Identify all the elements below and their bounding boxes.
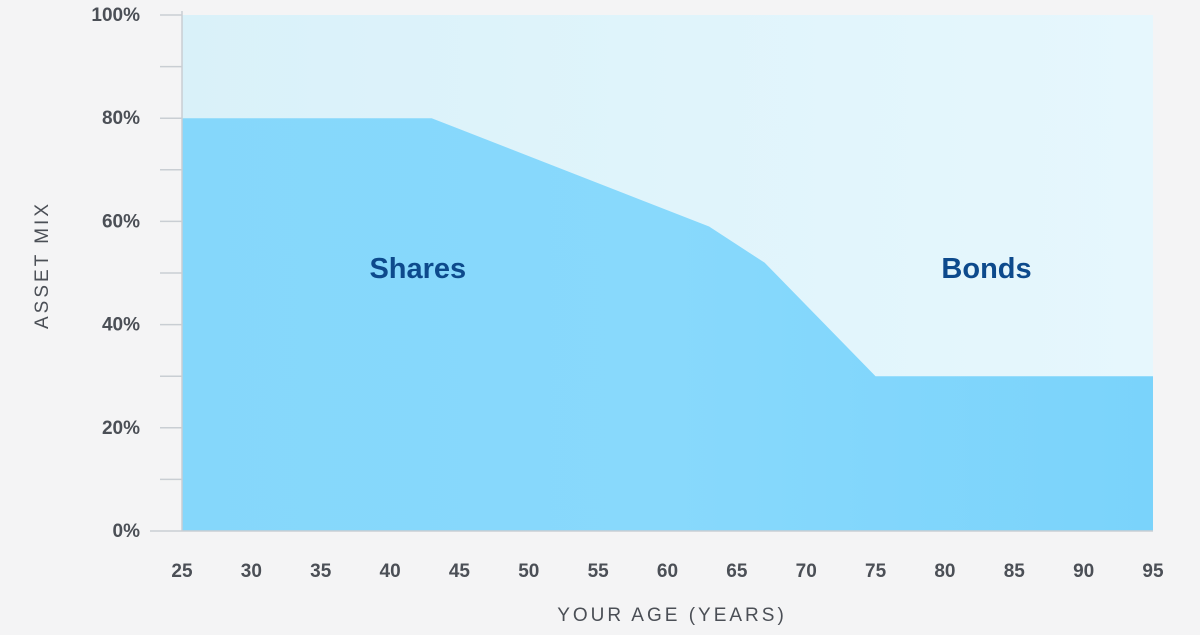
x-tick-label: 50 [518,561,539,582]
shares-area [182,118,1153,531]
area-layer [182,15,1153,531]
x-tick-label: 85 [1004,561,1026,582]
label-layer: YOUR AGE (YEARS) ASSET MIX [32,201,787,626]
x-tick-label: 75 [865,561,887,582]
x-tick-label: 70 [796,561,817,582]
x-tick-label: 25 [171,561,193,582]
y-tick-label: 80% [102,108,140,129]
x-axis-label: YOUR AGE (YEARS) [557,605,787,626]
x-tick-label: 55 [588,561,610,582]
y-axis-label: ASSET MIX [32,201,53,329]
annotation-layer: Shares Bonds [369,253,1031,285]
y-tick-label: 20% [102,418,140,439]
y-tick-label: 0% [113,521,141,542]
x-tick-label: 60 [657,561,678,582]
axes-layer [150,11,1153,532]
x-tick-label: 95 [1142,561,1164,582]
x-tick-label: 30 [241,561,262,582]
series-label-bonds: Bonds [941,253,1031,285]
x-tick-label: 65 [726,561,748,582]
series-label-shares: Shares [369,253,466,285]
y-tick-label: 60% [102,211,140,232]
x-tick-label: 45 [449,561,471,582]
x-tick-label: 90 [1073,561,1094,582]
tick-layer: 0% 20% 40% 60% 80% 100% 25 30 35 40 45 50 55 60 65 70 75… [91,5,1164,582]
x-tick-label: 80 [934,561,955,582]
y-tick-label: 40% [102,315,140,336]
x-tick-label: 35 [310,561,332,582]
y-tick-label: 100% [91,5,140,26]
x-tick-label: 40 [380,561,401,582]
